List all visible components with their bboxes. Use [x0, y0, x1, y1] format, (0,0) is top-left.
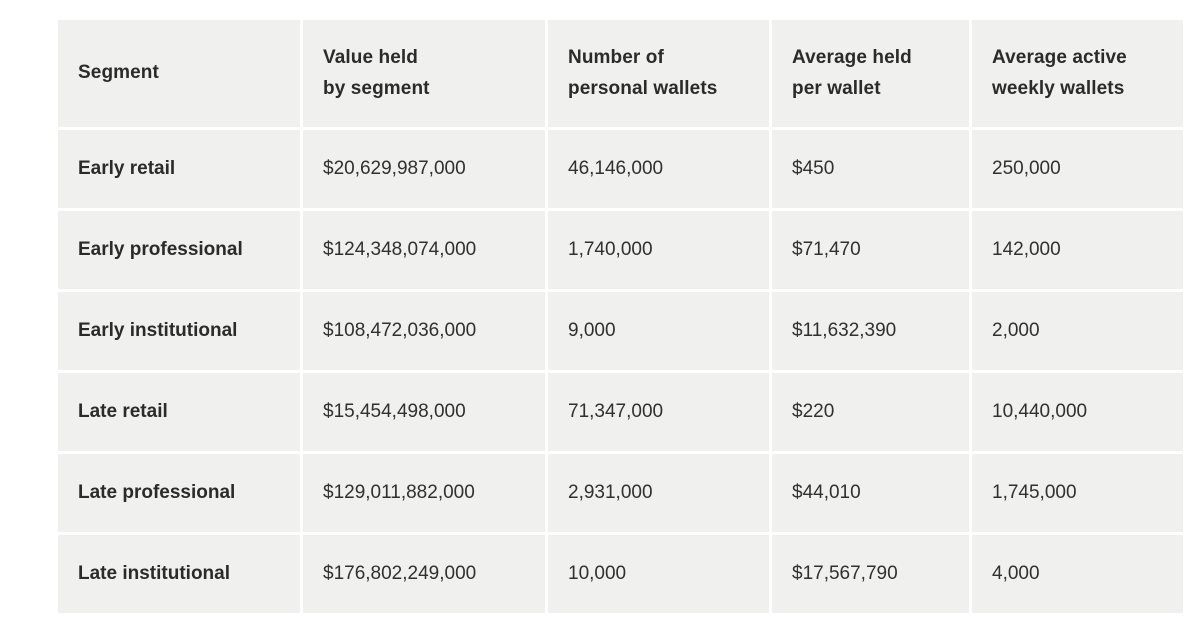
- cell-avg-active: 1,745,000: [972, 454, 1183, 532]
- row-label: Late retail: [58, 373, 300, 451]
- cell-avg-active: 10,440,000: [972, 373, 1183, 451]
- wallet-segments-table: Segment Value held by segment Number of …: [58, 20, 1183, 613]
- row-label: Early professional: [58, 211, 300, 289]
- row-label: Early institutional: [58, 292, 300, 370]
- cell-avg-held: $450: [772, 130, 969, 208]
- cell-num-wallets: 71,347,000: [548, 373, 769, 451]
- cell-value-held: $129,011,882,000: [303, 454, 545, 532]
- cell-avg-held: $71,470: [772, 211, 969, 289]
- cell-avg-active: 250,000: [972, 130, 1183, 208]
- cell-avg-held: $44,010: [772, 454, 969, 532]
- cell-num-wallets: 9,000: [548, 292, 769, 370]
- cell-avg-held: $11,632,390: [772, 292, 969, 370]
- cell-num-wallets: 46,146,000: [548, 130, 769, 208]
- cell-value-held: $108,472,036,000: [303, 292, 545, 370]
- column-header-avg-active-weekly: Average active weekly wallets: [972, 20, 1183, 127]
- cell-num-wallets: 2,931,000: [548, 454, 769, 532]
- cell-value-held: $15,454,498,000: [303, 373, 545, 451]
- cell-num-wallets: 1,740,000: [548, 211, 769, 289]
- cell-value-held: $176,802,249,000: [303, 535, 545, 613]
- cell-value-held: $124,348,074,000: [303, 211, 545, 289]
- cell-avg-active: 2,000: [972, 292, 1183, 370]
- cell-avg-held: $17,567,790: [772, 535, 969, 613]
- column-header-num-personal-wallets: Number of personal wallets: [548, 20, 769, 127]
- column-header-avg-held-per-wallet: Average held per wallet: [772, 20, 969, 127]
- cell-avg-active: 4,000: [972, 535, 1183, 613]
- column-header-value-held: Value held by segment: [303, 20, 545, 127]
- row-label: Early retail: [58, 130, 300, 208]
- column-header-segment: Segment: [58, 20, 300, 127]
- cell-value-held: $20,629,987,000: [303, 130, 545, 208]
- cell-num-wallets: 10,000: [548, 535, 769, 613]
- row-label: Late institutional: [58, 535, 300, 613]
- cell-avg-active: 142,000: [972, 211, 1183, 289]
- row-label: Late professional: [58, 454, 300, 532]
- cell-avg-held: $220: [772, 373, 969, 451]
